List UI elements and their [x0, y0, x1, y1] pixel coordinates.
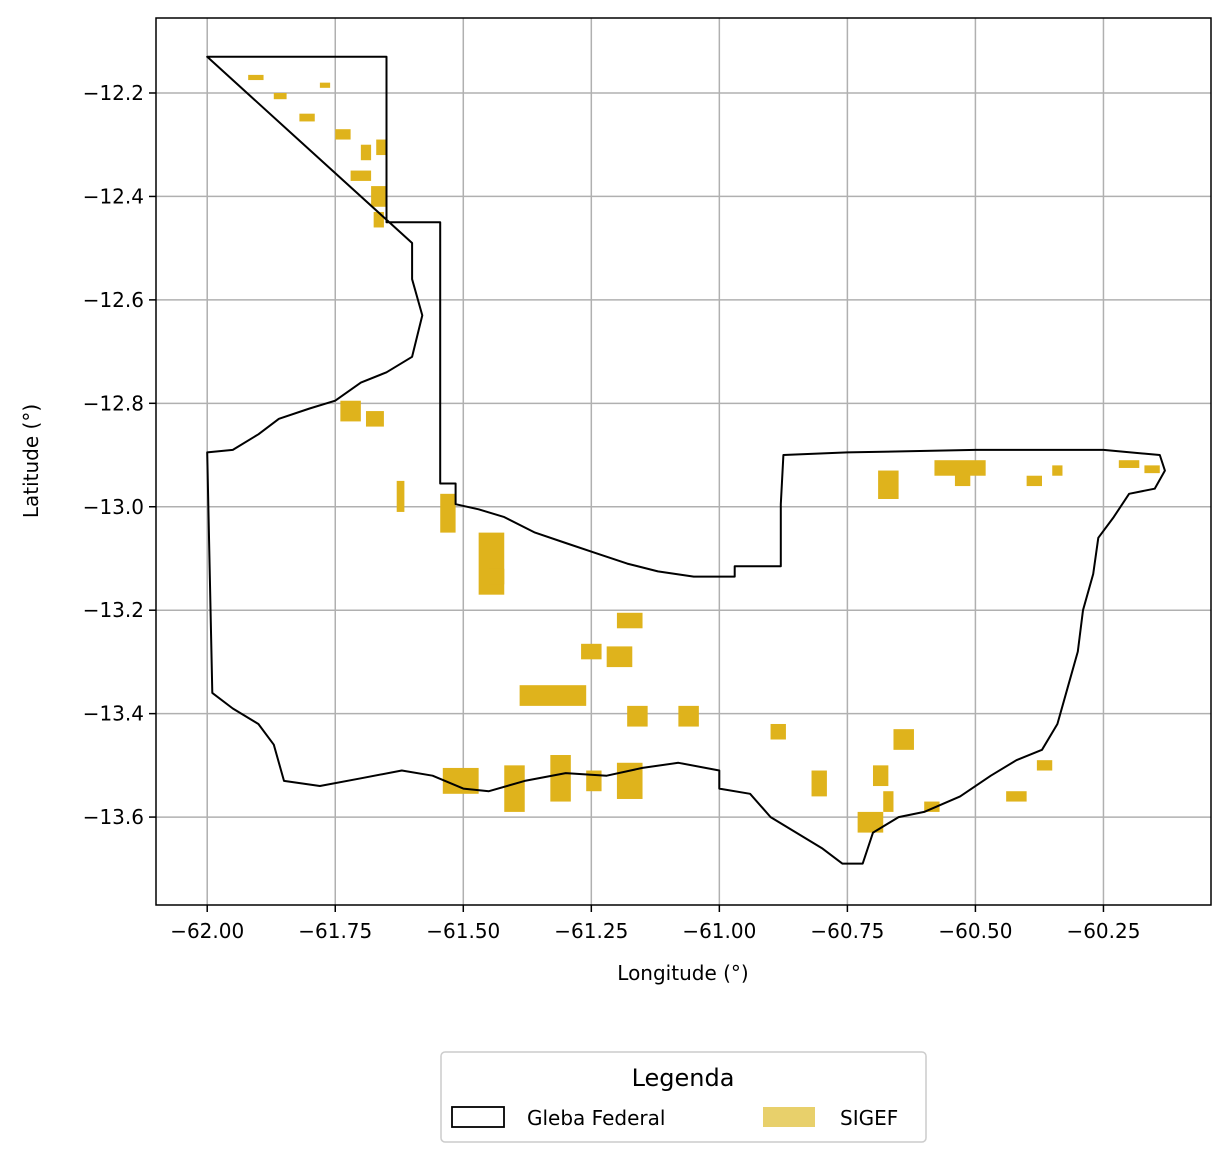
sigef-parcel — [350, 170, 372, 181]
sigef-parcel — [335, 129, 351, 140]
legend-swatch-sigef — [763, 1107, 815, 1127]
gleba-boundary — [206, 55, 1166, 865]
legend-title: Legenda — [632, 1064, 735, 1092]
sigef-parcel — [376, 139, 387, 156]
y-axis-ticks: −12.2 −12.4 −12.6 −12.8 −13.0 −13.2 −13.4 −13.6 — [83, 81, 156, 829]
x-tick-label: −60.25 — [1066, 919, 1140, 943]
sigef-parcel — [360, 144, 372, 161]
sigef-parcel — [504, 765, 525, 812]
sigef-parcel — [770, 723, 786, 740]
y-tick-label: −12.8 — [83, 391, 144, 415]
y-tick-label: −13.4 — [83, 702, 144, 726]
sigef-parcel — [872, 765, 889, 787]
sigef-parcel — [1052, 465, 1063, 476]
sigef-parcel — [365, 411, 384, 427]
x-tick-label: −61.00 — [682, 919, 756, 943]
sigef-parcel — [878, 470, 899, 499]
y-axis-label: Latitude (°) — [19, 404, 43, 518]
sigef-parcel — [396, 480, 405, 512]
sigef-parcel — [248, 74, 264, 81]
sigef-parcel — [627, 705, 648, 727]
x-tick-label: −61.25 — [554, 919, 628, 943]
sigef-parcel — [371, 186, 387, 207]
sigef-parcel — [1036, 760, 1053, 771]
sigef-parcel — [606, 646, 633, 668]
sigef-parcel — [934, 460, 986, 476]
sigef-parcel — [811, 770, 827, 797]
sigef-parcel — [550, 755, 571, 802]
legend-label-gleba: Gleba Federal — [527, 1106, 665, 1130]
y-tick-label: −12.4 — [83, 184, 144, 208]
sigef-parcel — [373, 211, 384, 228]
x-tick-label: −61.75 — [298, 919, 372, 943]
y-tick-label: −12.2 — [83, 81, 144, 105]
y-tick-label: −13.0 — [83, 495, 144, 519]
sigef-parcel — [519, 685, 587, 706]
gleba-federal-boundaries — [206, 55, 1166, 865]
sigef-parcel — [488, 568, 505, 585]
sigef-parcel — [883, 791, 894, 812]
plot-area — [155, 17, 1212, 906]
y-tick-label: −12.6 — [83, 288, 144, 312]
x-tick-label: −62.00 — [170, 919, 244, 943]
sigef-parcel — [440, 493, 456, 533]
sigef-parcel — [1144, 465, 1160, 474]
x-tick-label: −60.50 — [938, 919, 1012, 943]
sigef-parcel — [954, 470, 971, 487]
sigef-parcel — [299, 113, 315, 122]
sigef-parcel — [893, 729, 914, 750]
x-axis-ticks: −62.00 −61.75 −61.50 −61.25 −61.00 −60.75 −60.… — [170, 905, 1140, 943]
sigef-parcel — [273, 92, 287, 100]
sigef-parcels — [248, 74, 1160, 833]
y-tick-label: −13.2 — [83, 598, 144, 622]
x-axis-label: Longitude (°) — [617, 961, 748, 985]
sigef-parcel — [678, 705, 699, 727]
sigef-parcel — [478, 532, 505, 595]
sigef-parcel — [319, 82, 331, 88]
x-tick-label: −60.75 — [810, 919, 884, 943]
legend-label-sigef: SIGEF — [840, 1106, 898, 1130]
grid-lines — [156, 18, 1211, 905]
x-tick-label: −61.50 — [426, 919, 500, 943]
legend-swatch-gleba — [451, 1106, 505, 1128]
plot-frame — [155, 17, 1212, 906]
sigef-parcel — [924, 801, 940, 812]
sigef-parcel — [340, 400, 361, 422]
sigef-parcel — [857, 811, 884, 833]
legend: Legenda Gleba Federal SIGEF — [440, 1051, 927, 1143]
sigef-parcel — [581, 643, 602, 660]
sigef-parcel — [1006, 791, 1027, 802]
sigef-parcel — [1118, 460, 1140, 468]
y-tick-label: −13.6 — [83, 805, 144, 829]
sigef-parcel — [1026, 475, 1042, 487]
sigef-parcel — [616, 612, 643, 629]
